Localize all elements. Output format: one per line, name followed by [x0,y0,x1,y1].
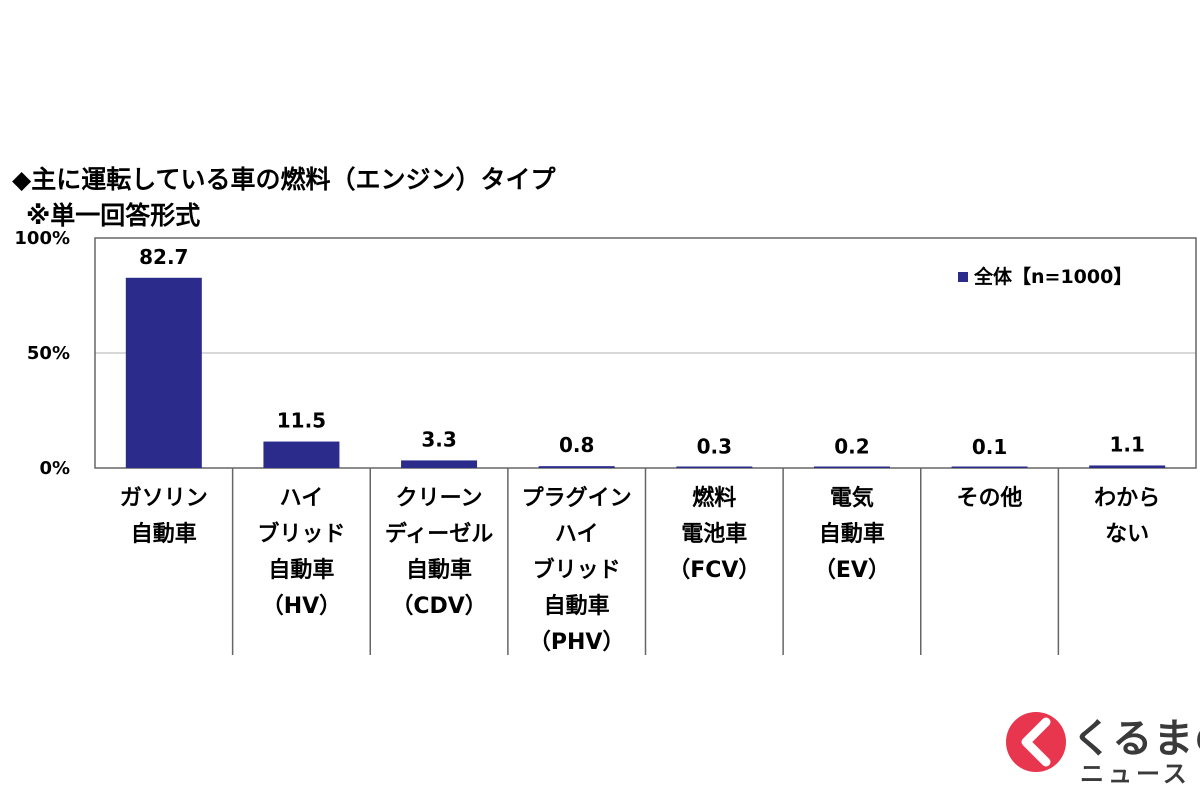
category-label: プラグイン [522,485,632,511]
category-label: 自動車 [268,557,334,583]
bar [1089,465,1166,468]
data-label: 0.8 [559,433,594,457]
chart-subtitle: ※単一回答形式 [26,201,201,230]
legend-label: 全体【n=1000】 [973,265,1132,288]
category-label: 電気 [830,485,874,511]
bar [676,466,753,468]
logo-text-line1: くるまの [1072,716,1200,762]
category-label: ない [1105,522,1149,547]
bar [125,277,202,468]
category-label: ディーゼル [385,521,493,547]
logo-text-line2: ニュース [1080,760,1191,788]
data-label: 0.1 [972,435,1007,459]
category-label: ハイ [555,522,599,547]
category-label: 自動車 [544,593,610,619]
bar [263,441,340,468]
data-label: 11.5 [277,409,326,433]
category-label: 燃料 [692,485,736,511]
kuruma-news-logo: くるまの ニュース [1002,702,1200,792]
category-label: ガソリン [120,486,208,511]
y-tick-label: 100% [14,228,70,249]
legend-swatch [958,272,968,282]
bar [401,460,478,468]
category-label: ブリッド [533,557,621,583]
category-label: （PHV） [529,630,625,655]
logo-chevron-icon [1006,712,1066,772]
category-label: わから [1094,486,1160,511]
data-label: 0.2 [834,435,869,459]
data-label: 82.7 [139,245,188,269]
category-label: クリーン [396,486,483,511]
category-label: ハイ [280,486,324,511]
bar [813,466,890,468]
category-label: （HV） [262,594,341,619]
category-label: （FCV） [668,558,760,583]
category-label: ブリッド [257,521,345,547]
bar [951,466,1028,468]
category-label: （EV） [814,558,890,583]
category-label: 自動車 [131,521,197,547]
data-label: 0.3 [697,434,732,458]
category-label: 自動車 [819,521,885,547]
chart-title: ◆主に運転している車の燃料（エンジン）タイプ [12,165,556,194]
category-label: その他 [957,486,1023,511]
y-tick-label: 0% [39,458,70,479]
category-label: 自動車 [406,557,472,583]
y-tick-label: 50% [27,343,70,364]
bar [538,466,615,468]
data-label: 1.1 [1109,432,1144,456]
data-label: 3.3 [421,427,456,451]
category-label: 電池車 [681,522,747,547]
category-label: （CDV） [391,594,486,619]
